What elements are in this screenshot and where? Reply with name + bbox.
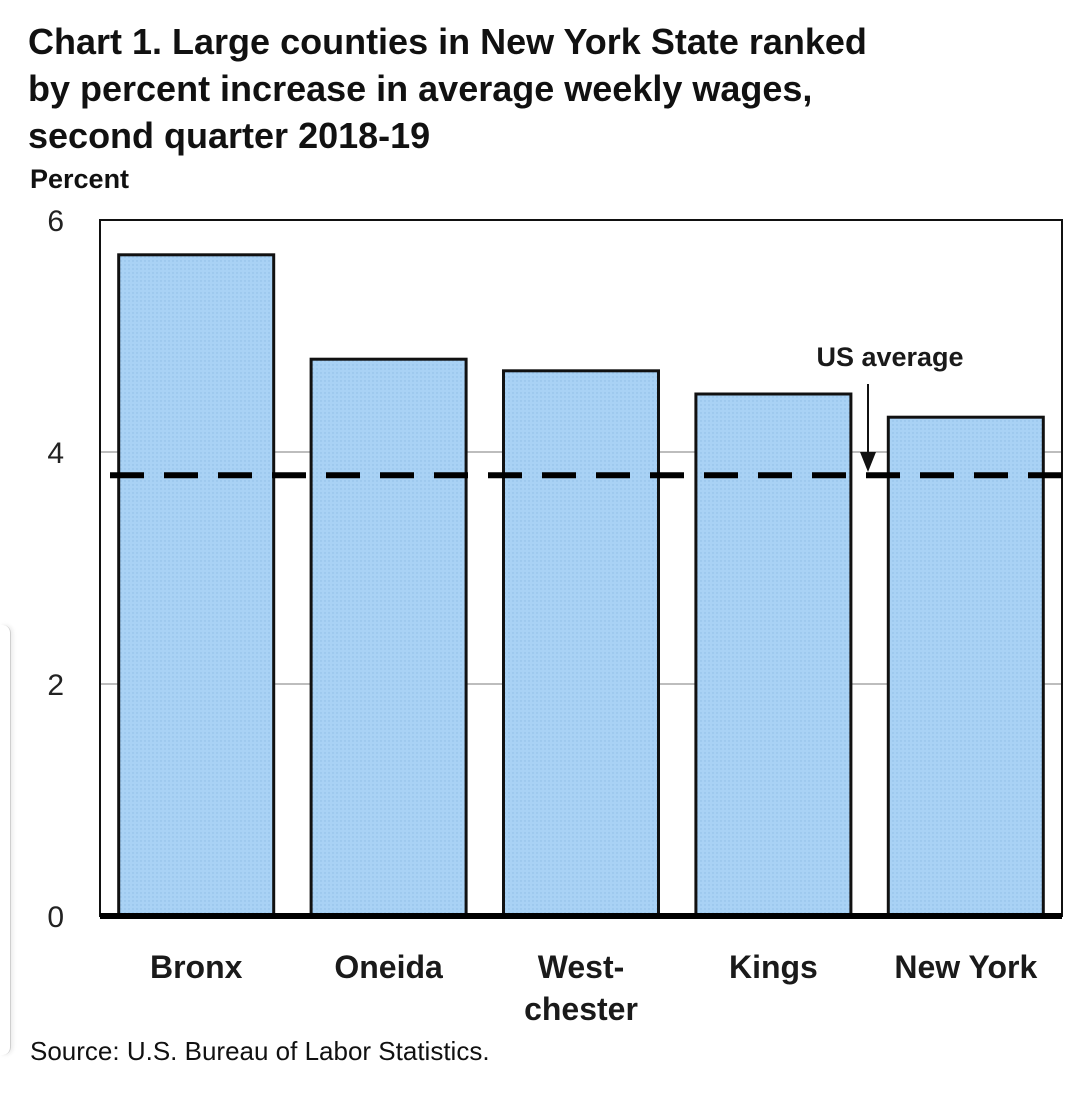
x-tick-label: New York bbox=[894, 949, 1037, 985]
x-tick-label: chester bbox=[524, 991, 638, 1027]
annotation-arrow-head bbox=[860, 452, 876, 472]
chart-title: Chart 1. Large counties in New York Stat… bbox=[28, 18, 1058, 159]
y-tick-label: 4 bbox=[47, 437, 64, 470]
bar bbox=[886, 415, 1045, 918]
x-tick-label: Oneida bbox=[334, 949, 443, 985]
x-tick-label: Kings bbox=[729, 949, 818, 985]
chart-title-line: by percent increase in average weekly wa… bbox=[28, 68, 813, 109]
page-edge-shadow bbox=[0, 625, 11, 1055]
y-tick-label: 0 bbox=[47, 901, 64, 934]
bar bbox=[694, 392, 853, 918]
y-axis-label: Percent bbox=[30, 164, 130, 194]
y-tick-label: 6 bbox=[47, 205, 64, 238]
chart-title-line: second quarter 2018-19 bbox=[28, 115, 431, 156]
source-note: Source: U.S. Bureau of Labor Statistics. bbox=[30, 1036, 490, 1066]
us-average-label: US average bbox=[816, 342, 963, 372]
bar bbox=[117, 253, 276, 918]
bar bbox=[502, 369, 660, 918]
bar bbox=[309, 357, 468, 918]
x-tick-label: West- bbox=[538, 949, 625, 985]
chart-title-line: Chart 1. Large counties in New York Stat… bbox=[28, 21, 867, 62]
x-tick-label: Bronx bbox=[150, 949, 243, 985]
y-tick-label: 2 bbox=[47, 669, 64, 702]
